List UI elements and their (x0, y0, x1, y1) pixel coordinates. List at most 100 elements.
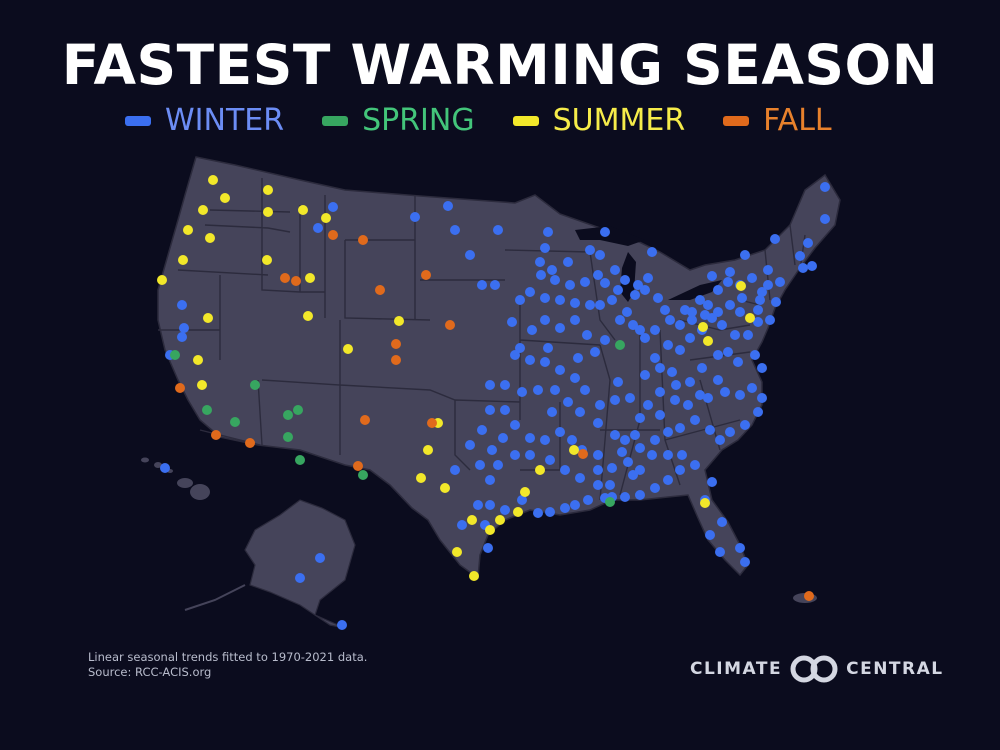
land (141, 156, 841, 629)
station-dot-fall (353, 461, 363, 471)
station-dot-winter (465, 440, 475, 450)
station-dot-winter (647, 247, 657, 257)
station-dot-winter (543, 343, 553, 353)
station-dot-winter (723, 347, 733, 357)
station-dot-winter (605, 480, 615, 490)
legend: WINTER SPRING SUMMER FALL (125, 103, 832, 139)
station-dot-fall (358, 235, 368, 245)
station-dot-spring (295, 455, 305, 465)
station-dot-summer (220, 193, 230, 203)
station-dot-winter (593, 480, 603, 490)
station-dot-winter (315, 553, 325, 563)
station-dot-summer (469, 571, 479, 581)
station-dot-winter (443, 201, 453, 211)
station-dot-summer (569, 445, 579, 455)
station-dot-winter (600, 227, 610, 237)
station-dot-summer (321, 213, 331, 223)
brand-left: CLIMATE (690, 659, 783, 679)
station-dot-winter (771, 297, 781, 307)
station-dot-winter (683, 400, 693, 410)
station-dot-winter (607, 295, 617, 305)
station-dot-winter (715, 547, 725, 557)
station-dot-winter (667, 367, 677, 377)
station-dot-winter (507, 317, 517, 327)
station-dot-winter (450, 465, 460, 475)
station-dot-winter (547, 407, 557, 417)
station-dot-summer (305, 273, 315, 283)
station-dot-winter (555, 295, 565, 305)
station-dot-winter (730, 330, 740, 340)
station-dot-winter (723, 277, 733, 287)
station-dot-winter (750, 350, 760, 360)
station-dot-winter (610, 430, 620, 440)
station-dot-winter (743, 330, 753, 340)
station-dot-winter (570, 500, 580, 510)
station-dot-winter (633, 280, 643, 290)
station-dot-spring (202, 405, 212, 415)
station-dot-summer (303, 311, 313, 321)
station-dot-winter (570, 298, 580, 308)
station-dot-winter (820, 214, 830, 224)
station-dot-winter (677, 450, 687, 460)
station-dot-fall (280, 273, 290, 283)
station-dot-winter (498, 433, 508, 443)
station-dot-winter (525, 433, 535, 443)
station-dot-winter (500, 405, 510, 415)
station-dot-winter (295, 573, 305, 583)
station-dot-winter (635, 443, 645, 453)
station-dot-winter (635, 465, 645, 475)
station-dot-winter (483, 543, 493, 553)
station-dot-winter (675, 423, 685, 433)
brand-right: CENTRAL (846, 659, 944, 679)
station-dot-winter (565, 280, 575, 290)
station-dot-winter (555, 323, 565, 333)
station-dot-winter (570, 373, 580, 383)
station-dot-winter (490, 280, 500, 290)
station-dot-winter (593, 418, 603, 428)
station-dot-winter (695, 390, 705, 400)
station-dot-winter (337, 620, 347, 630)
hawaii-shape (141, 457, 210, 500)
station-dot-winter (803, 238, 813, 248)
station-dot-spring (250, 380, 260, 390)
station-dot-summer (698, 322, 708, 332)
station-dot-winter (540, 435, 550, 445)
spring-swatch (322, 116, 349, 126)
station-dot-winter (665, 315, 675, 325)
station-dot-summer (495, 515, 505, 525)
station-dot-summer (535, 465, 545, 475)
station-dot-winter (527, 325, 537, 335)
station-dot-winter (615, 315, 625, 325)
station-dot-winter (583, 495, 593, 505)
station-dot-winter (717, 320, 727, 330)
station-dot-winter (585, 245, 595, 255)
station-dot-winter (585, 300, 595, 310)
alaska-shape (244, 499, 356, 629)
station-dot-winter (547, 265, 557, 275)
station-dot-winter (635, 325, 645, 335)
station-dot-winter (517, 387, 527, 397)
station-dot-winter (753, 407, 763, 417)
station-dot-winter (177, 300, 187, 310)
station-dot-winter (707, 477, 717, 487)
station-dot-fall (245, 438, 255, 448)
station-dot-winter (613, 377, 623, 387)
footnote-method: Linear seasonal trends fitted to 1970-20… (88, 650, 368, 664)
station-dot-winter (620, 435, 630, 445)
station-dot-winter (670, 395, 680, 405)
station-dot-winter (313, 223, 323, 233)
station-dot-winter (540, 315, 550, 325)
station-dot-winter (625, 393, 635, 403)
station-dot-winter (740, 420, 750, 430)
station-dot-winter (757, 287, 767, 297)
station-dot-summer (183, 225, 193, 235)
summer-swatch (512, 116, 539, 126)
station-dot-winter (675, 345, 685, 355)
station-dot-winter (663, 475, 673, 485)
station-dot-winter (685, 333, 695, 343)
station-dot-winter (533, 508, 543, 518)
station-dot-winter (763, 265, 773, 275)
station-dot-winter (775, 277, 785, 287)
station-dot-winter (635, 490, 645, 500)
